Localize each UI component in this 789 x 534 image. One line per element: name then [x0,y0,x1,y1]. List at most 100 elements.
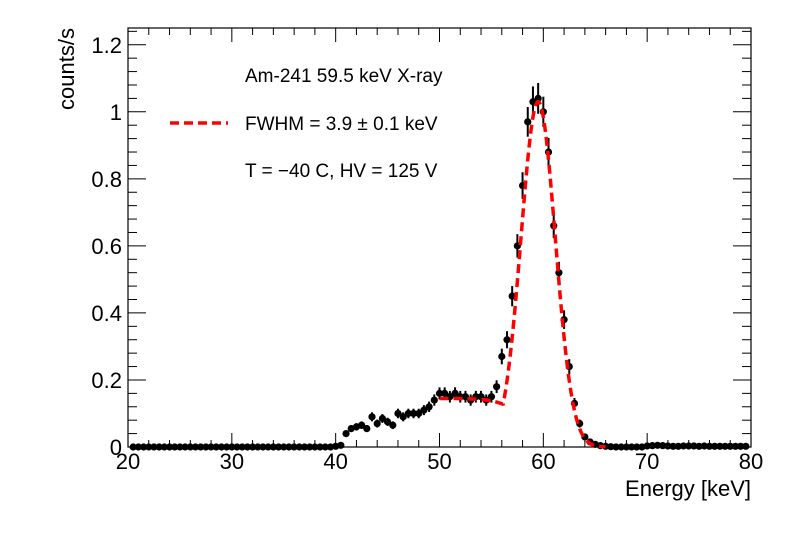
data-point [498,348,506,365]
x-tick-label: 80 [739,449,763,474]
data-marker [202,443,210,451]
data-marker [217,443,226,451]
data-marker [290,443,298,451]
data-marker [181,443,189,451]
data-marker [249,443,257,451]
data-point [337,441,345,449]
data-marker [207,443,215,451]
data-marker [165,443,174,451]
data-marker [243,443,252,451]
data-marker [274,443,283,451]
data-point [197,443,205,451]
y-tick-label: 0.6 [91,234,122,259]
data-marker [378,414,386,423]
data-point [430,394,438,406]
data-point [342,429,350,438]
data-marker [316,443,324,451]
data-marker [306,443,314,451]
data-marker [617,443,625,451]
data-point [420,405,428,416]
data-marker [145,443,153,451]
legend-fit-label: FWHM = 3.9 ± 0.1 keV [245,114,438,135]
data-marker [451,389,459,397]
data-marker [399,413,407,421]
data-point [383,417,392,426]
data-point [129,443,137,451]
data-marker [420,406,428,414]
data-point [425,401,433,413]
data-marker [435,389,444,397]
data-marker [607,443,615,451]
data-marker [191,443,200,451]
data-marker [300,443,309,451]
data-point [295,443,303,451]
y-tick-label: 1.2 [91,33,122,58]
data-marker [212,443,220,451]
data-marker [487,393,496,401]
data-marker [695,442,703,450]
data-point [363,424,371,433]
y-tick-label: 1 [110,100,122,125]
data-point [181,443,189,451]
data-marker [627,443,636,451]
data-point [534,83,542,114]
data-marker [409,409,418,418]
data-marker [503,336,511,344]
data-point [493,380,501,394]
data-marker [731,442,740,450]
data-point [415,408,423,419]
data-marker [498,352,506,361]
data-marker [711,442,719,450]
data-marker [223,443,231,451]
data-marker [139,443,148,451]
data-marker [233,443,241,451]
data-point [399,412,407,422]
x-tick-label: 50 [427,449,451,474]
data-marker [674,442,682,450]
data-marker [534,94,542,102]
data-marker [238,443,246,451]
axis-ticks: 20 30 40 50 60 70 80 0 0.2 0.4 0.6 0.8 1 1.2 [91,28,763,474]
data-marker [280,443,288,451]
fit-curve [439,100,606,449]
data-marker [726,442,734,450]
data-point [503,331,511,349]
data-marker [171,443,179,451]
data-marker [394,409,402,418]
data-marker [269,443,277,451]
x-tick-label: 20 [116,449,140,474]
data-point [461,390,470,403]
legend-note: T = −40 C, HV = 125 V [245,161,438,182]
data-marker [160,443,168,451]
x-tick-label: 60 [531,449,555,474]
data-marker [368,413,376,421]
data-point [207,443,215,451]
data-marker [461,393,470,401]
data-point [721,442,729,450]
data-marker [716,442,724,450]
data-marker [197,443,205,451]
data-point [378,414,386,423]
data-marker [721,442,729,450]
y-tick-label: 0 [110,435,122,460]
data-marker [612,443,620,451]
data-marker [441,389,449,397]
data-marker [633,443,641,451]
x-tick-label: 70 [635,449,659,474]
data-point [223,443,231,451]
data-marker [228,443,236,451]
data-point [487,390,496,403]
data-marker [383,418,392,426]
y-tick-label: 0.4 [91,301,122,326]
data-marker [705,442,714,450]
data-marker [669,442,677,450]
x-axis-title: Energy [keV] [625,476,751,501]
data-marker [643,442,651,450]
data-marker [524,118,532,126]
data-marker [295,443,303,451]
data-marker [321,443,329,451]
legend-title: Am-241 59.5 keV X-ray [245,66,443,87]
data-marker [425,403,433,411]
legend: Am-241 59.5 keV X-ray FWHM = 3.9 ± 0.1 k… [170,66,443,182]
